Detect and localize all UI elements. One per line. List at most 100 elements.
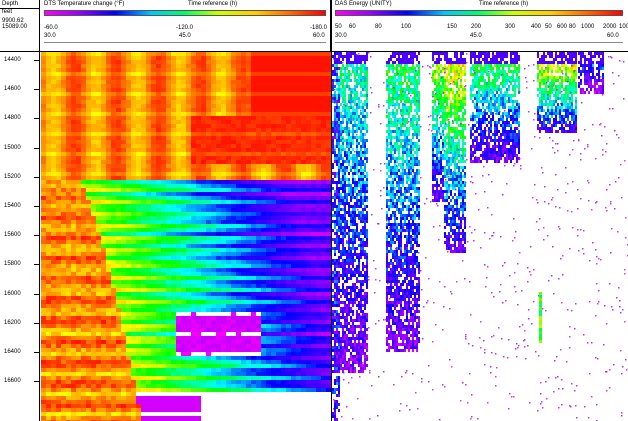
waterfall-cell <box>126 252 131 256</box>
waterfall-cell <box>246 208 251 212</box>
waterfall-cell <box>111 216 116 220</box>
waterfall-cell <box>326 312 331 316</box>
waterfall-cell <box>176 296 181 300</box>
waterfall-cell <box>76 164 81 168</box>
waterfall-cell <box>251 136 256 140</box>
waterfall-cell <box>226 388 231 392</box>
waterfall-cell <box>61 260 66 264</box>
waterfall-cell <box>126 140 131 144</box>
waterfall-cell <box>281 348 286 352</box>
waterfall-cell <box>146 168 151 172</box>
waterfall-cell <box>191 316 196 320</box>
waterfall-cell <box>296 60 301 64</box>
waterfall-cell <box>66 292 71 296</box>
waterfall-cell <box>186 100 191 104</box>
waterfall-cell <box>206 188 211 192</box>
waterfall-cell <box>81 172 86 176</box>
waterfall-cell <box>326 332 331 336</box>
waterfall-cell <box>111 76 116 80</box>
waterfall-cell <box>51 388 56 392</box>
waterfall-cell <box>156 84 161 88</box>
waterfall-cell <box>211 236 216 240</box>
waterfall-cell <box>71 256 76 260</box>
waterfall-cell <box>216 68 221 72</box>
waterfall-cell <box>126 308 131 312</box>
waterfall-cell <box>146 216 151 220</box>
waterfall-cell <box>271 112 276 116</box>
waterfall-cell <box>126 128 131 132</box>
waterfall-cell <box>151 184 156 188</box>
waterfall-cell <box>66 388 71 392</box>
waterfall-cell <box>41 168 46 172</box>
waterfall-cell <box>111 240 116 244</box>
waterfall-cell <box>191 100 196 104</box>
waterfall-cell <box>161 380 166 384</box>
waterfall-cell <box>146 84 151 88</box>
waterfall-cell <box>46 120 51 124</box>
waterfall-cell <box>216 128 221 132</box>
waterfall-cell <box>51 232 56 236</box>
waterfall-cell <box>146 208 151 212</box>
waterfall-cell <box>141 104 146 108</box>
waterfall-cell <box>201 156 206 160</box>
waterfall-cell <box>101 248 106 252</box>
waterfall-cell <box>271 336 276 340</box>
waterfall-cell <box>91 240 96 244</box>
waterfall-cell <box>176 116 181 120</box>
waterfall-cell <box>251 88 256 92</box>
waterfall-cell <box>201 364 206 368</box>
waterfall-cell <box>136 168 141 172</box>
waterfall-cell <box>91 196 96 200</box>
waterfall-cell <box>211 364 216 368</box>
waterfall-cell <box>131 128 136 132</box>
waterfall-cell <box>186 84 191 88</box>
waterfall-cell <box>266 292 271 296</box>
waterfall-cell <box>291 112 296 116</box>
waterfall-cell <box>66 316 71 320</box>
waterfall-cell <box>316 92 321 96</box>
waterfall-cell <box>131 64 136 68</box>
waterfall-cell <box>191 296 196 300</box>
waterfall-cell <box>276 224 281 228</box>
waterfall-cell <box>111 316 116 320</box>
waterfall-cell <box>51 336 56 340</box>
waterfall-cell <box>301 340 306 344</box>
waterfall-cell <box>131 284 136 288</box>
waterfall-cell <box>301 120 306 124</box>
waterfall-cell <box>161 68 166 72</box>
waterfall-cell <box>131 348 136 352</box>
waterfall-cell <box>251 236 256 240</box>
waterfall-cell <box>296 376 301 380</box>
waterfall-cell <box>116 72 121 76</box>
waterfall-cell <box>226 328 231 332</box>
waterfall-cell <box>286 248 291 252</box>
waterfall-cell <box>76 320 81 324</box>
waterfall-cell <box>281 380 286 384</box>
waterfall-cell <box>121 372 126 376</box>
waterfall-cell <box>211 360 216 364</box>
waterfall-cell <box>121 116 126 120</box>
waterfall-cell <box>296 320 301 324</box>
waterfall-cell <box>86 376 91 380</box>
waterfall-cell <box>101 272 106 276</box>
waterfall-cell <box>146 336 151 340</box>
waterfall-cell <box>76 308 81 312</box>
waterfall-cell <box>161 212 166 216</box>
waterfall-cell <box>306 152 311 156</box>
waterfall-cell <box>276 108 281 112</box>
das-scale-label: 300 <box>505 24 516 30</box>
waterfall-cell <box>306 104 311 108</box>
waterfall-cell <box>171 72 176 76</box>
waterfall-cell <box>256 168 261 172</box>
waterfall-cell <box>101 304 106 308</box>
waterfall-cell <box>96 96 101 100</box>
waterfall-cell <box>261 132 266 136</box>
waterfall-cell <box>276 232 281 236</box>
waterfall-cell <box>286 180 291 184</box>
waterfall-cell <box>101 220 106 224</box>
waterfall-cell <box>151 168 156 172</box>
waterfall-cell <box>251 116 256 120</box>
waterfall-cell <box>321 172 326 176</box>
waterfall-cell <box>191 344 196 348</box>
waterfall-cell <box>316 108 321 112</box>
